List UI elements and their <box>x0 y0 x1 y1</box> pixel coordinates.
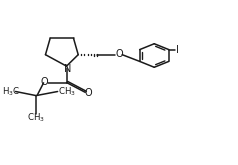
Text: O: O <box>84 88 92 98</box>
Text: I: I <box>176 45 178 55</box>
Text: H$_3$C: H$_3$C <box>2 86 21 98</box>
Text: CH$_3$: CH$_3$ <box>27 111 45 124</box>
Text: CH$_3$: CH$_3$ <box>58 86 75 98</box>
Text: N: N <box>64 64 71 74</box>
Text: O: O <box>40 77 48 87</box>
Text: O: O <box>115 49 123 59</box>
